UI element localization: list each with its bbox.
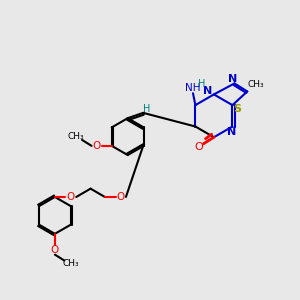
Text: NH: NH xyxy=(185,83,201,93)
Text: S: S xyxy=(233,104,241,114)
Text: H: H xyxy=(198,79,205,89)
Text: O: O xyxy=(116,192,125,202)
Text: N: N xyxy=(203,86,213,96)
Text: CH₃: CH₃ xyxy=(248,80,265,89)
Text: N: N xyxy=(228,74,237,84)
Text: H: H xyxy=(143,104,151,114)
Text: O: O xyxy=(66,192,74,202)
Text: CH₃: CH₃ xyxy=(62,259,79,268)
Text: N: N xyxy=(226,128,236,137)
Text: O: O xyxy=(195,142,203,152)
Text: CH₃: CH₃ xyxy=(68,132,84,141)
Text: O: O xyxy=(51,245,59,255)
Text: O: O xyxy=(93,141,101,151)
